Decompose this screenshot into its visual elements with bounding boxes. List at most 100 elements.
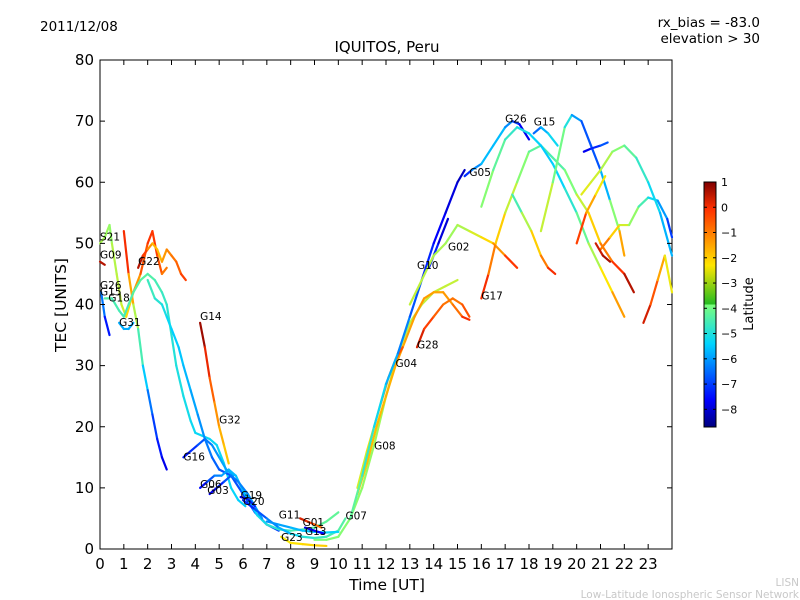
segment-g08-7 xyxy=(423,291,435,300)
satellite-label-g06-10: G06 xyxy=(200,479,222,491)
segment-g15r-2 xyxy=(504,126,519,141)
segment-g27-7 xyxy=(658,211,674,257)
satellite-label-g23-17: G23 xyxy=(281,532,303,544)
x-tick-label-10: 10 xyxy=(329,555,348,573)
segment-g10-8 xyxy=(444,181,459,214)
segment-s21-11 xyxy=(156,254,164,276)
segment-g15r-9 xyxy=(587,242,602,269)
segment-g19-1 xyxy=(246,497,257,508)
series-g16 xyxy=(182,437,235,477)
segment-g17-13 xyxy=(623,272,635,294)
segment-g17-0 xyxy=(480,272,490,300)
segment-g28-4 xyxy=(451,297,464,306)
segment-g28r-0 xyxy=(594,242,604,257)
segment-g06-8 xyxy=(256,514,268,526)
segment-g08-3 xyxy=(384,364,397,398)
segment-g06r-0 xyxy=(463,168,473,178)
series-g31 xyxy=(117,321,135,331)
segment-g10-9 xyxy=(456,168,466,184)
colorbar-tick-label-1: 0 xyxy=(721,201,728,214)
segment-g30-5 xyxy=(647,196,659,202)
segment-g10-7 xyxy=(432,211,447,245)
series-g19 xyxy=(239,495,257,508)
series-g32 xyxy=(146,278,280,532)
segment-g30-4 xyxy=(637,196,650,208)
segment-g18-9 xyxy=(160,291,168,306)
segment-g06r-1 xyxy=(470,162,483,172)
x-tick-label-9: 9 xyxy=(310,555,320,573)
segment-g23-2 xyxy=(301,543,316,547)
x-tick-label-16: 16 xyxy=(472,555,491,573)
x-tick-label-19: 19 xyxy=(543,555,562,573)
y-tick-label-60: 60 xyxy=(75,173,94,191)
segment-g32-10 xyxy=(210,456,221,471)
segment-g32-8 xyxy=(196,413,206,441)
colorbar-tick-label-6: −5 xyxy=(721,328,737,341)
segment-g20-1 xyxy=(253,508,268,520)
segment-g18-1 xyxy=(110,297,121,312)
segment-g17-5 xyxy=(527,144,543,153)
segment-g26r-2 xyxy=(530,230,543,257)
segment-g30-1 xyxy=(608,223,621,239)
x-tick-label-1: 1 xyxy=(119,555,129,573)
segment-g18-17 xyxy=(208,437,218,447)
segment-g28-2 xyxy=(432,303,445,318)
segment-g24-6 xyxy=(599,168,612,202)
x-tick-label-7: 7 xyxy=(262,555,272,573)
segment-g08-10 xyxy=(451,303,464,318)
segment-g18-15 xyxy=(194,431,204,438)
segment-g14-3 xyxy=(213,401,221,428)
segment-g02-4 xyxy=(456,223,471,233)
segment-g15-1 xyxy=(103,315,111,337)
segment-g21-2 xyxy=(656,254,666,282)
segment-g18-21 xyxy=(237,499,247,508)
segment-g16-4 xyxy=(210,443,221,459)
y-axis-ticks: 0 10 20 30 40 50 60 70 80 xyxy=(75,51,672,558)
segment-g27-1 xyxy=(589,168,602,184)
segment-g28r-1 xyxy=(601,254,612,263)
segment-g17-7 xyxy=(551,156,566,172)
satellite-label-g17-24: G17 xyxy=(481,291,503,303)
satellite-label-g16-9: G16 xyxy=(183,451,205,463)
segment-g08-9 xyxy=(442,291,454,306)
segment-g24-2 xyxy=(563,113,574,129)
segment-g24-3 xyxy=(570,113,583,123)
segment-g15r-1 xyxy=(492,138,507,172)
segment-g26-1 xyxy=(127,272,135,306)
series-g26r xyxy=(511,193,557,276)
segment-g26-7 xyxy=(156,437,164,459)
segment-g18-5 xyxy=(132,278,142,294)
colorbar-tick-label-9: −8 xyxy=(721,403,737,416)
segment-g10-4 xyxy=(396,315,411,355)
satellite-label-g07-18: G07 xyxy=(345,511,367,523)
satellite-label-g26-26: G26 xyxy=(505,113,527,125)
series-lines xyxy=(98,113,674,548)
segment-g23-3 xyxy=(313,544,328,548)
segment-g18-10 xyxy=(165,303,173,337)
x-tick-label-23: 23 xyxy=(639,555,658,573)
series-g22 xyxy=(137,242,187,282)
segment-g17-12 xyxy=(611,260,626,276)
x-tick-label-18: 18 xyxy=(519,555,538,573)
x-tick-label-0: 0 xyxy=(95,555,105,573)
segment-g22-4 xyxy=(156,248,164,263)
segment-g32-3 xyxy=(165,315,173,331)
chart-title: IQUITOS, Peru xyxy=(334,38,439,56)
segment-g07-11 xyxy=(444,278,459,288)
y-axis-label: TEC [UNITS] xyxy=(52,258,70,353)
satellite-label-g15-27: G15 xyxy=(534,116,556,128)
segment-g02-1 xyxy=(420,254,435,282)
segment-g10-3 xyxy=(384,352,400,386)
x-tick-label-14: 14 xyxy=(424,555,443,573)
series-g21 xyxy=(642,254,674,324)
satellite-label-g03-11: G03 xyxy=(207,485,229,497)
segment-g32-0 xyxy=(146,278,156,300)
segment-g15r-4 xyxy=(527,132,543,147)
segment-g07-2 xyxy=(337,517,352,538)
segment-g29-2 xyxy=(599,141,609,147)
segment-g17-8 xyxy=(563,168,578,196)
satellite-label-g31-6: G31 xyxy=(119,317,141,329)
segment-g11-5 xyxy=(325,530,340,534)
